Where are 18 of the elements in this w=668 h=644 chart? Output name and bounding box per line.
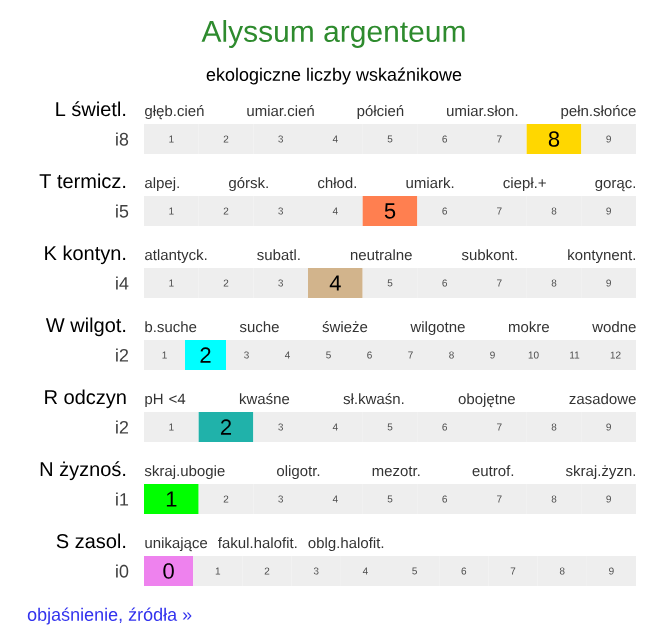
y-axis-title: K kontyn. bbox=[45, 245, 126, 265]
y-axis-title: N żyznoś. bbox=[40, 461, 126, 481]
y-tick-label: i0 bbox=[116, 564, 129, 578]
y-axis-title: W wilgot. bbox=[45, 317, 126, 337]
y-tick-label: i1 bbox=[116, 492, 129, 506]
data-label: 0 bbox=[163, 563, 174, 579]
y-tick-label: i4 bbox=[116, 276, 129, 290]
y-tick-label: i5 bbox=[116, 204, 129, 218]
y-axis-title: L świetl. bbox=[56, 101, 126, 117]
annotation: objaśnienie, źródła » bbox=[27, 607, 192, 625]
y-axis-title: T termicz. bbox=[39, 173, 126, 189]
chart-title: Alyssum argenteum bbox=[201, 20, 465, 48]
y-axis-title: S zasol. bbox=[56, 533, 126, 549]
chart-subtitle: ekologiczne liczby wskaźnikowe bbox=[206, 67, 462, 85]
y-tick-label: i2 bbox=[116, 348, 129, 362]
y-tick-label: i8 bbox=[116, 132, 129, 146]
y-axis-title: R odczyn bbox=[45, 389, 126, 409]
y-tick-label: i2 bbox=[116, 420, 129, 434]
